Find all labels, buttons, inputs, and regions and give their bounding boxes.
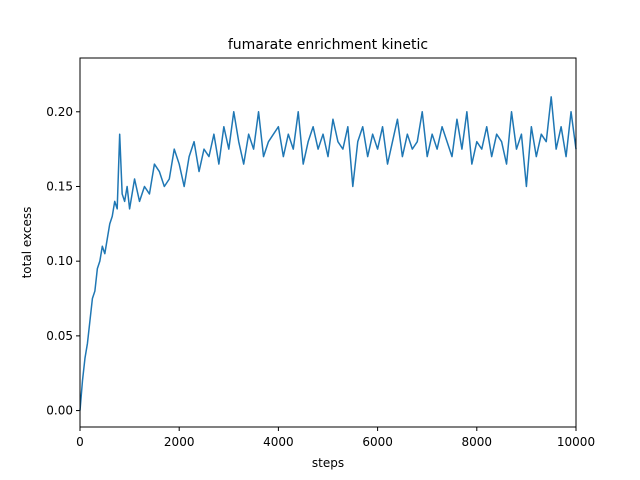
x-axis: 0 2000 4000 6000 8000 10000 [76,427,595,449]
plot-area: 0 2000 4000 6000 8000 10000 0.000.050.100.150… [46,57,595,449]
y-axis-label: total excess [20,207,34,279]
y-tick-label: 0.20 [46,105,73,119]
y-tick-label: 0.00 [46,404,73,418]
series-line-total-excess [79,96,577,411]
y-axis: 0.00 0.05 0.10 0.15 0.20 [46,105,80,418]
x-tick-label: 10000 [557,435,595,449]
x-tick-label: 2000 [164,435,195,449]
chart-title: fumarate enrichment kinetic [228,37,428,53]
y-tick-label: 0.05 [46,329,73,343]
y-tick-label: 0.10 [46,254,73,268]
y-tick-label: 0.15 [46,179,73,193]
x-axis-label: steps [312,456,344,470]
x-tick-label: 6000 [362,435,393,449]
x-tick-label: 4000 [263,435,294,449]
x-tick-label: 0 [76,435,84,449]
x-tick-label: 8000 [462,435,493,449]
axes-frame [79,57,577,428]
